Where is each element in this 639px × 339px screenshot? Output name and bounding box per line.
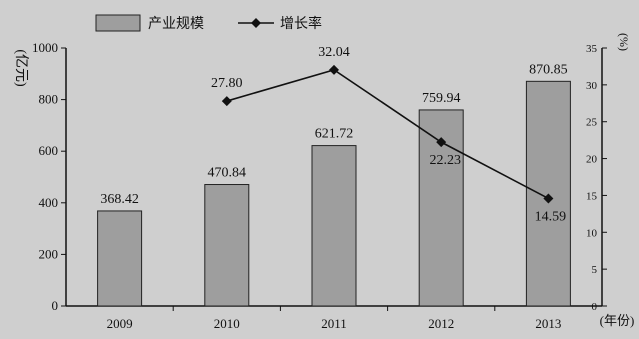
x-tick-label: 2013 [535, 316, 561, 331]
line-value-labels: 27.80 32.04 22.23 14.59 [211, 45, 566, 225]
legend-bar-swatch [95, 14, 141, 32]
y-left-axis-label: (亿元) [13, 49, 29, 87]
bar [204, 184, 250, 307]
line-value-label: 14.59 [535, 209, 567, 224]
y-right-axis-label: (%) [617, 33, 631, 51]
legend-line-marker [251, 18, 261, 28]
y-right-tick-label: 20 [586, 154, 598, 166]
line-value-label: 22.23 [429, 153, 461, 168]
bar-value-label: 621.72 [315, 127, 354, 142]
y-right-tick-label: 30 [586, 80, 598, 92]
bar [97, 210, 143, 307]
y-left-tick-label: 200 [39, 246, 59, 261]
bar-series [97, 80, 571, 307]
line-point [329, 64, 339, 75]
y-left-tick-label: 400 [39, 195, 59, 210]
bar-value-label: 368.42 [100, 192, 139, 207]
x-tick-label: 2012 [428, 316, 454, 331]
x-ticks: 2009 2010 2011 2012 2013 [107, 306, 561, 331]
y-left-tick-label: 600 [39, 143, 59, 158]
y-right-tick-label: 5 [592, 264, 598, 276]
x-tick-label: 2010 [214, 316, 240, 331]
y-left-tick-label: 0 [52, 298, 59, 313]
y-left-tick-label: 800 [39, 92, 59, 107]
legend: 产业规模 增长率 [95, 14, 322, 32]
y-left-ticks: 0 200 400 600 800 1000 [32, 40, 66, 313]
y-right-tick-label: 0 [592, 301, 598, 313]
y-right-ticks: 0 5 10 15 20 25 30 35 [586, 43, 607, 313]
line-value-label: 27.80 [211, 76, 243, 91]
y-left-tick-label: 1000 [32, 40, 58, 55]
bar-value-label: 759.94 [422, 91, 461, 106]
line-series [221, 64, 554, 204]
bar-value-label: 870.85 [529, 62, 568, 77]
x-axis-unit-label: (年份) [600, 313, 635, 328]
y-right-tick-label: 10 [586, 227, 598, 239]
bar [311, 145, 357, 307]
y-right-tick-label: 35 [586, 43, 598, 55]
axes: (亿元) (%) (年份) [13, 33, 634, 328]
y-right-tick-label: 15 [586, 190, 598, 202]
y-right-tick-label: 25 [586, 117, 598, 129]
line-point [436, 137, 447, 148]
growth-line [226, 68, 549, 200]
x-tick-label: 2009 [107, 316, 133, 331]
bar-value-label: 470.84 [208, 166, 247, 181]
line-point [221, 96, 232, 107]
line-value-label: 32.04 [318, 45, 350, 60]
bar-value-labels: 368.42 470.84 621.72 759.94 870.85 [100, 62, 567, 207]
legend-line-label: 增长率 [280, 15, 322, 32]
line-point [543, 193, 554, 204]
x-tick-label: 2011 [321, 316, 347, 331]
legend-bar-label: 产业规模 [148, 16, 204, 32]
